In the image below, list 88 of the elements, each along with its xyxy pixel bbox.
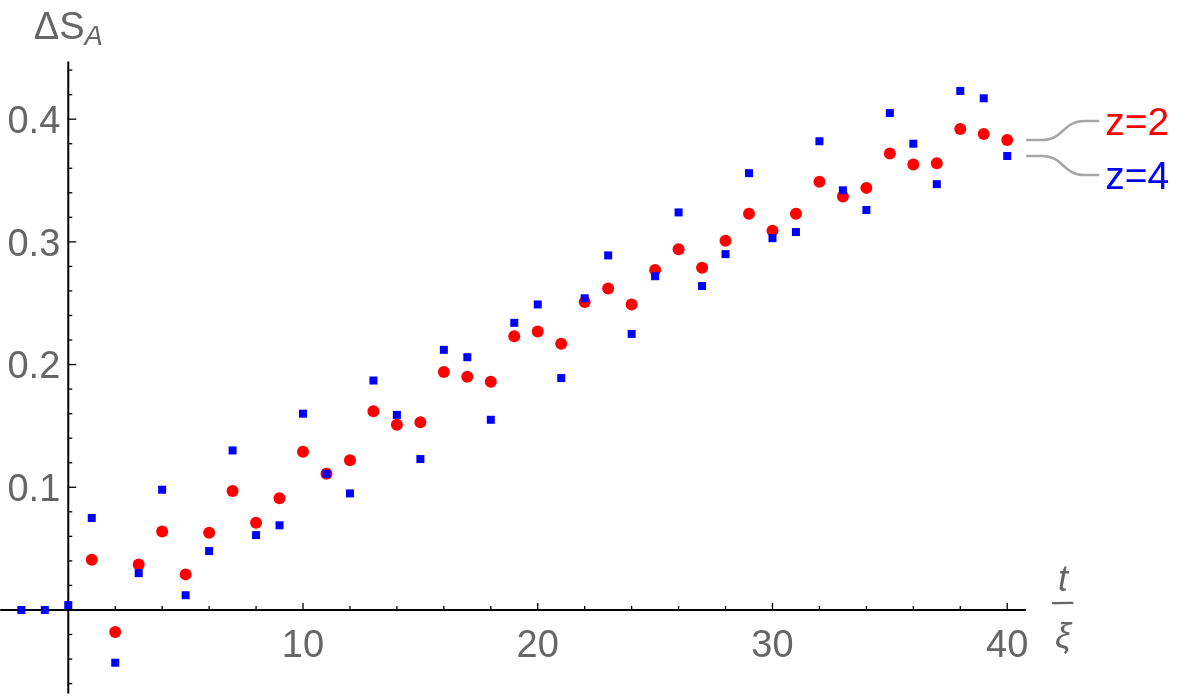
point bbox=[40, 605, 49, 614]
point bbox=[439, 345, 448, 354]
point bbox=[463, 353, 472, 362]
point bbox=[85, 553, 98, 566]
point bbox=[791, 228, 800, 237]
point bbox=[862, 205, 871, 214]
point bbox=[674, 208, 683, 217]
y-tick-label: 0.4 bbox=[7, 98, 61, 141]
point bbox=[461, 370, 474, 383]
point bbox=[555, 337, 568, 350]
point bbox=[64, 601, 73, 610]
y-tick-label: 0.1 bbox=[7, 466, 61, 509]
y-tick-label: 0.2 bbox=[7, 344, 61, 387]
point bbox=[179, 568, 192, 581]
point bbox=[299, 409, 308, 418]
x-tick-label: 40 bbox=[986, 622, 1029, 665]
point bbox=[719, 234, 732, 247]
point bbox=[486, 415, 495, 424]
x-tick-label: 30 bbox=[751, 622, 794, 665]
point bbox=[181, 591, 190, 600]
point bbox=[721, 250, 730, 259]
point bbox=[437, 365, 450, 378]
point bbox=[203, 526, 216, 539]
point bbox=[156, 525, 169, 538]
point bbox=[345, 489, 354, 498]
point bbox=[696, 261, 709, 274]
point bbox=[745, 169, 754, 178]
point bbox=[909, 139, 918, 148]
point bbox=[651, 272, 660, 281]
x-tick-label: 20 bbox=[516, 622, 559, 665]
point bbox=[838, 186, 847, 195]
point bbox=[954, 122, 967, 135]
point bbox=[250, 516, 263, 529]
point bbox=[17, 605, 26, 614]
point bbox=[1001, 134, 1014, 147]
text: z=2 bbox=[1105, 100, 1170, 144]
point bbox=[416, 455, 425, 464]
point bbox=[1003, 151, 1012, 160]
point bbox=[297, 445, 310, 458]
point bbox=[932, 180, 941, 189]
point bbox=[343, 454, 356, 467]
point bbox=[510, 318, 519, 327]
point bbox=[977, 127, 990, 140]
y-axis-title: ΔS$_{A}$ bbox=[33, 5, 103, 51]
point bbox=[672, 243, 685, 256]
point bbox=[768, 234, 777, 243]
x-tick-label: 10 bbox=[281, 622, 325, 665]
point bbox=[604, 251, 613, 260]
point bbox=[885, 109, 894, 118]
point bbox=[813, 175, 826, 188]
point bbox=[625, 298, 638, 311]
point bbox=[252, 531, 261, 540]
point bbox=[226, 484, 239, 497]
point bbox=[627, 329, 636, 338]
point bbox=[111, 658, 120, 667]
point bbox=[557, 374, 566, 383]
point bbox=[205, 547, 214, 556]
point bbox=[533, 300, 542, 309]
y-tick-label: 0.3 bbox=[7, 221, 61, 264]
point bbox=[860, 181, 873, 194]
point bbox=[273, 492, 286, 505]
point bbox=[580, 294, 589, 303]
point bbox=[109, 626, 122, 639]
point bbox=[743, 207, 756, 220]
point bbox=[87, 513, 96, 522]
point bbox=[956, 86, 965, 95]
point bbox=[390, 418, 403, 431]
point bbox=[484, 375, 497, 388]
point bbox=[698, 282, 707, 291]
point bbox=[134, 569, 143, 578]
point bbox=[228, 446, 237, 455]
point bbox=[930, 157, 943, 170]
point bbox=[979, 94, 988, 103]
point bbox=[815, 137, 824, 146]
point bbox=[907, 158, 920, 171]
point bbox=[367, 405, 380, 418]
point bbox=[508, 330, 521, 343]
point bbox=[369, 376, 378, 385]
text: z=4 bbox=[1105, 154, 1170, 198]
x-axis-title: t/ξ bbox=[1046, 557, 1079, 656]
point bbox=[602, 282, 615, 295]
point bbox=[158, 485, 167, 494]
point bbox=[275, 521, 284, 530]
point bbox=[414, 416, 427, 429]
point bbox=[531, 325, 544, 338]
point bbox=[392, 410, 401, 419]
point bbox=[883, 147, 896, 160]
point bbox=[789, 207, 802, 220]
